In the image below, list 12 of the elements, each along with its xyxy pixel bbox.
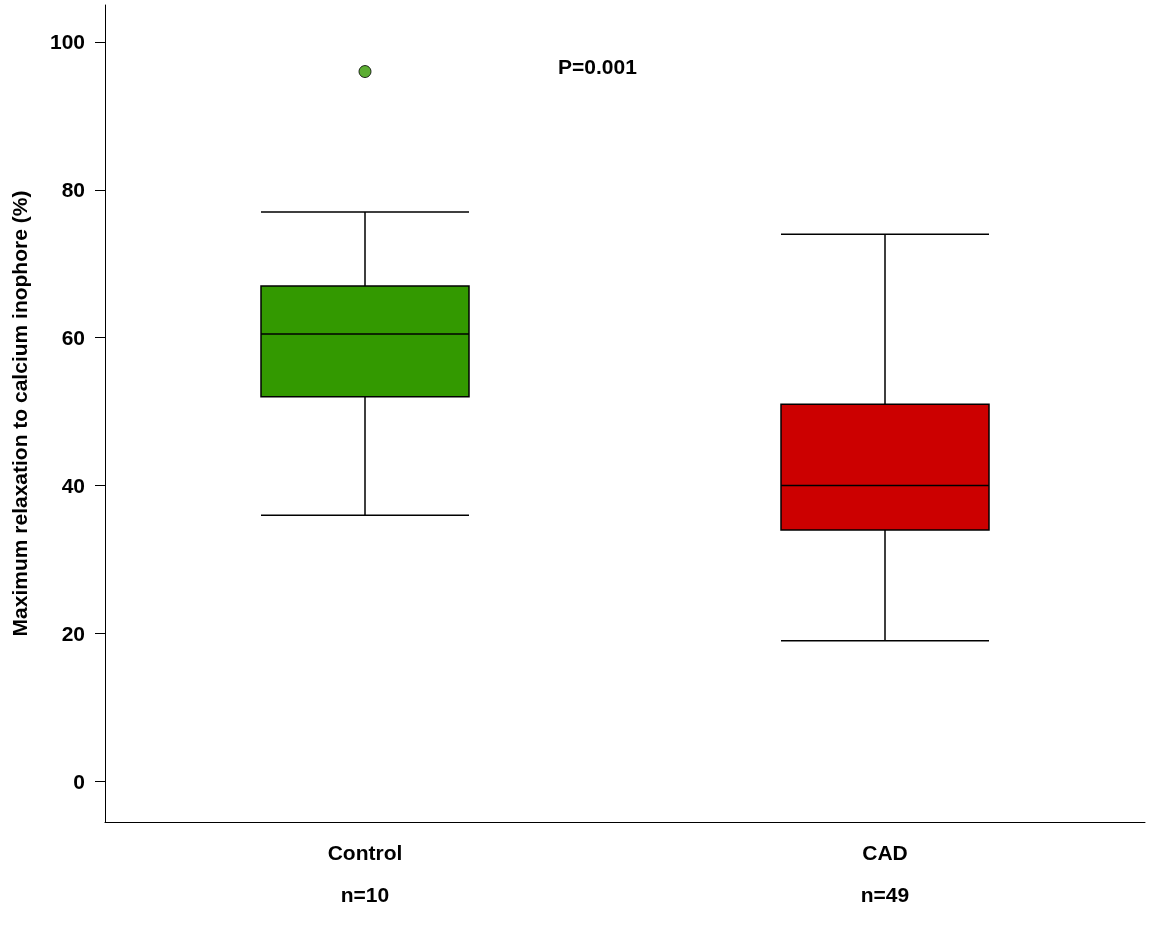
y-tick-label: 0 xyxy=(73,769,85,793)
x-tick-label: CAD xyxy=(862,841,908,864)
text: n=49 xyxy=(860,882,910,906)
text: n=10 xyxy=(340,882,390,906)
y-tick-label: 80 xyxy=(61,178,85,202)
x-tick-label: Control xyxy=(327,841,403,864)
annotation: P=0.001 xyxy=(558,54,638,78)
y-tick-label: 40 xyxy=(61,474,85,498)
y-tick-label: 20 xyxy=(61,621,85,645)
y-tick-label: 60 xyxy=(61,326,85,350)
y-axis-title: Maximum relaxation to calcium inophore (%) xyxy=(8,190,31,637)
y-tick-label: 100 xyxy=(49,30,85,54)
